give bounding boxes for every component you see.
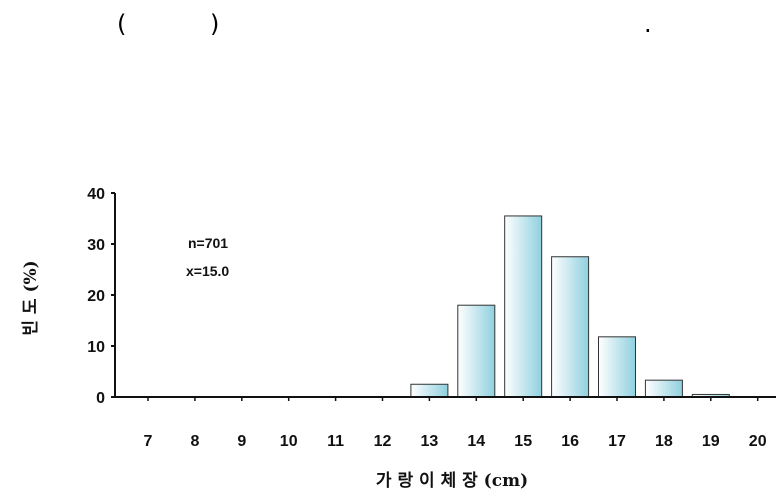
y-tick-label: 10 [87, 339, 105, 356]
bars-group [410, 215, 730, 398]
y-tick-label: 0 [96, 390, 105, 407]
bar-17 [598, 336, 636, 398]
bar-16 [551, 256, 590, 398]
bar-13 [410, 383, 449, 398]
x-tick-label: 7 [144, 433, 153, 450]
mean-annotation: x=15.0 [186, 263, 229, 279]
x-tick-label: 18 [655, 433, 673, 450]
bar-18 [644, 379, 683, 398]
y-ticks-group: 0 10 20 30 40 [87, 186, 115, 407]
x-tick-label: 14 [467, 433, 485, 450]
x-tick-label: 11 [327, 433, 344, 450]
x-tick-label: 9 [237, 433, 246, 450]
x-tick-label: 12 [374, 433, 392, 450]
x-tick-label: 17 [608, 433, 626, 450]
x-tick-label: 15 [514, 433, 532, 450]
period-mark: . [644, 10, 652, 38]
x-axis-title: 가 랑 이 체 장 (cm) [376, 471, 528, 491]
x-tick-label: 10 [280, 433, 298, 450]
x-tick-label: 16 [561, 433, 579, 450]
sample-size-annotation: n=701 [188, 235, 228, 251]
left-paren: ( [117, 10, 127, 38]
y-tick-label: 30 [87, 237, 105, 254]
y-axis-title: 빈 도 (%) [21, 260, 41, 335]
x-tick-label: 13 [421, 433, 439, 450]
x-tick-label: 19 [702, 433, 720, 450]
bar-14 [457, 304, 496, 398]
x-tick-label: 20 [749, 433, 767, 450]
header-text-line: ( ) . [0, 0, 780, 60]
x-ticks-group: 7 8 9 10 11 12 13 14 15 16 17 18 19 20 [144, 397, 767, 450]
x-tick-label: 8 [190, 433, 199, 450]
bar-15 [504, 215, 543, 398]
y-tick-label: 20 [87, 288, 105, 305]
right-paren: ) [210, 10, 220, 38]
y-tick-label: 40 [87, 186, 105, 203]
